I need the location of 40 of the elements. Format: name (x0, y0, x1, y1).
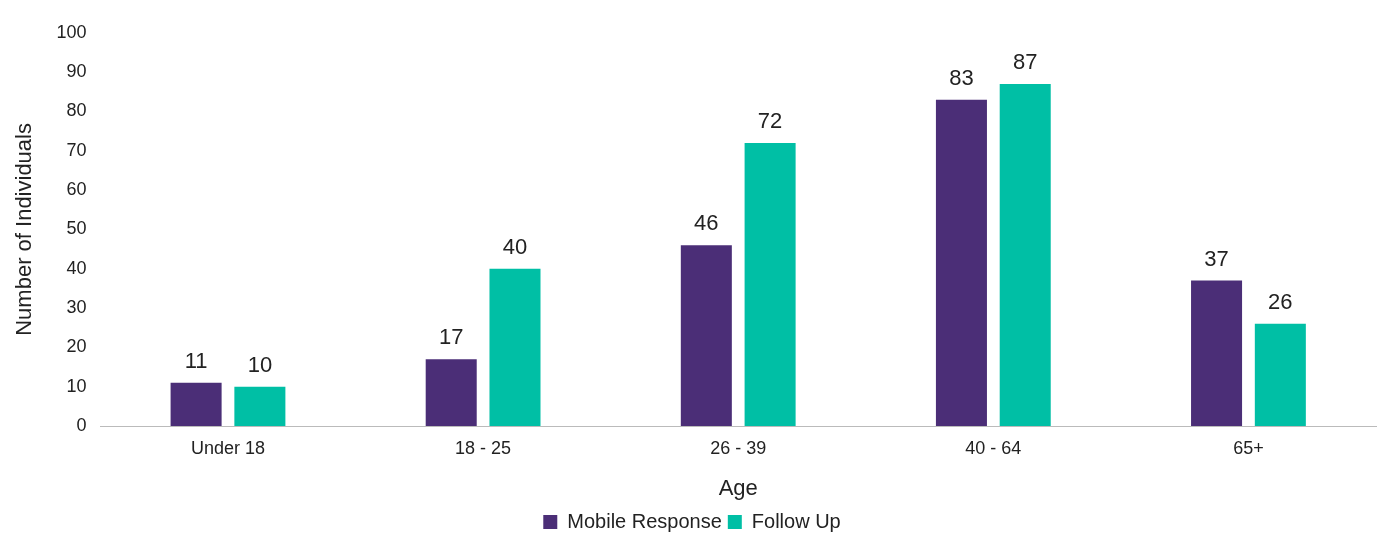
bar (489, 268, 541, 426)
data-label: 26 (1268, 288, 1293, 314)
bar (1254, 323, 1306, 426)
y-tick-label: 80 (66, 100, 87, 121)
data-label: 83 (949, 64, 974, 90)
bar (234, 386, 286, 426)
bar (1191, 280, 1243, 426)
data-label: 72 (757, 107, 783, 133)
x-tick-label: 26 - 39 (710, 437, 767, 458)
y-tick-label: 90 (66, 61, 87, 82)
data-label: 46 (694, 210, 719, 236)
bar (935, 99, 987, 426)
x-tick-label: 18 - 25 (455, 437, 512, 458)
y-tick-label: 70 (66, 139, 87, 160)
y-axis-title: Number of Individuals (11, 123, 37, 336)
data-label: 87 (1012, 48, 1038, 74)
y-tick-label: 100 (56, 21, 87, 42)
y-tick-label: 60 (66, 179, 87, 200)
y-tick-label: 0 (76, 414, 87, 435)
bar (744, 142, 796, 426)
legend-label: Follow Up (751, 509, 841, 532)
bar (680, 245, 732, 426)
bar (425, 359, 477, 426)
y-tick-label: 10 (66, 375, 87, 396)
legend-label: Mobile Response (567, 509, 722, 532)
data-label: 10 (247, 351, 273, 377)
y-tick-label: 50 (66, 218, 87, 239)
data-label: 37 (1204, 245, 1229, 271)
x-tick-label: Under 18 (190, 437, 266, 458)
y-tick-label: 20 (66, 336, 87, 357)
data-label: 17 (438, 324, 464, 350)
x-tick-label: 40 - 64 (965, 437, 1022, 458)
data-label: 11 (184, 347, 208, 373)
data-label: 40 (502, 233, 528, 259)
y-tick-label: 40 (66, 257, 87, 278)
y-tick-label: 30 (66, 297, 87, 318)
x-axis-title: Age (718, 474, 758, 500)
x-tick-label: 65+ (1233, 437, 1264, 458)
bar (170, 382, 222, 426)
bar (999, 83, 1051, 426)
